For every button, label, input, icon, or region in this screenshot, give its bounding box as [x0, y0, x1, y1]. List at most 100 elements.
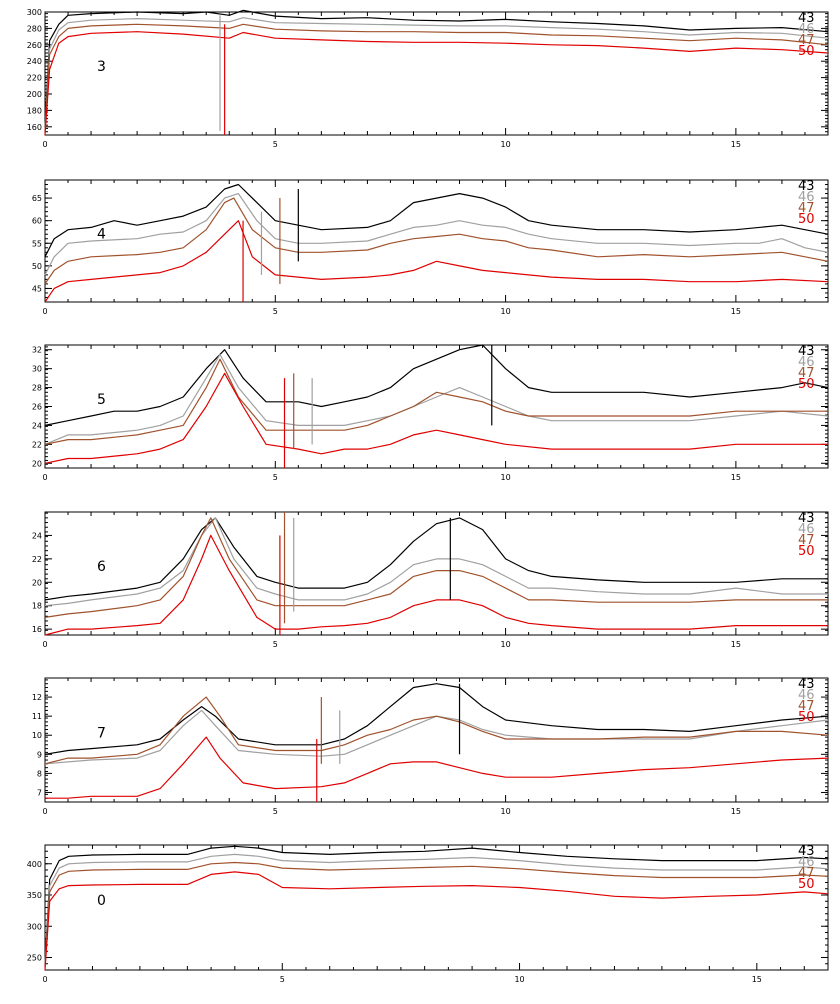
series-line-47	[44, 358, 828, 445]
y-tick-label: 30	[32, 365, 42, 374]
x-tick-label: 0	[42, 307, 47, 316]
series-line-50	[44, 534, 828, 636]
x-tick-label: 10	[500, 307, 510, 316]
series-line-46	[44, 17, 829, 131]
plot-frame	[44, 344, 829, 469]
series-line-47	[44, 23, 829, 131]
series-line-50	[44, 220, 829, 303]
panel-label: 5	[97, 392, 106, 408]
y-tick-label: 65	[32, 194, 42, 203]
legend-entry-47: 47	[798, 33, 815, 48]
series-line-50	[44, 372, 828, 464]
x-tick-label: 15	[731, 307, 741, 316]
x-tick-label: 15	[731, 473, 741, 482]
panel-label: 0	[97, 893, 106, 909]
x-tick-label: 10	[500, 640, 510, 649]
x-tick-label: 10	[514, 975, 524, 984]
series-line-43	[44, 183, 829, 258]
series-line-46	[44, 709, 829, 765]
y-tick-label: 350	[27, 891, 42, 900]
y-tick-label: 26	[32, 403, 42, 412]
x-tick-label: 0	[42, 807, 47, 816]
x-tick-label: 0	[42, 473, 47, 482]
y-tick-label: 50	[32, 262, 42, 271]
legend-entry-43: 43	[798, 677, 815, 692]
y-tick-label: 180	[27, 106, 42, 115]
y-tick-label: 55	[32, 239, 42, 248]
legend-entry-43: 43	[798, 844, 815, 859]
plot-frame	[44, 511, 829, 636]
legend-entry-50: 50	[798, 44, 815, 59]
y-tick-label: 400	[27, 860, 42, 869]
y-tick-label: 280	[27, 24, 42, 33]
series-line-43	[44, 517, 828, 601]
series-line-50	[45, 736, 829, 799]
legend-entry-47: 47	[798, 699, 815, 714]
series-line-46	[44, 853, 829, 966]
y-tick-label: 250	[27, 954, 42, 963]
plot-frame	[44, 844, 829, 971]
panel-label: 7	[97, 726, 106, 742]
y-tick-label: 9	[37, 750, 42, 759]
legend-entry-47: 47	[798, 201, 815, 216]
y-tick-label: 16	[32, 625, 42, 634]
series-line-43	[44, 344, 829, 426]
legend-entry-46: 46	[798, 855, 815, 870]
legend-entry-50: 50	[798, 877, 815, 892]
legend-entry-50: 50	[798, 544, 815, 559]
series-line-46	[44, 193, 829, 276]
y-tick-label: 12	[32, 693, 42, 702]
series-line-46	[44, 353, 829, 445]
legend-entry-47: 47	[798, 866, 815, 881]
y-tick-label: 200	[27, 90, 42, 99]
panel-label: 6	[97, 559, 106, 575]
y-tick-label: 32	[32, 346, 42, 355]
legend-entry-46: 46	[798, 688, 815, 703]
x-tick-label: 5	[280, 975, 285, 984]
legend-entry-47: 47	[798, 366, 815, 381]
x-tick-label: 15	[752, 975, 762, 984]
plot-frame	[44, 11, 829, 136]
x-tick-label: 0	[42, 640, 47, 649]
legend-entry-46: 46	[798, 22, 815, 37]
series-line-47	[44, 197, 829, 285]
legend-entry-46: 46	[798, 522, 815, 537]
x-tick-label: 10	[500, 473, 510, 482]
x-tick-label: 15	[731, 140, 741, 149]
y-tick-label: 24	[32, 531, 42, 540]
panel-label: 4	[97, 227, 106, 243]
x-tick-label: 15	[731, 807, 741, 816]
y-tick-label: 240	[27, 57, 42, 66]
x-tick-label: 0	[42, 975, 47, 984]
legend-entry-46: 46	[798, 355, 815, 370]
legend-entry-43: 43	[798, 511, 815, 526]
y-tick-label: 300	[27, 8, 42, 17]
legend-entry-50: 50	[798, 377, 815, 392]
y-tick-label: 300	[27, 922, 42, 931]
y-tick-label: 24	[32, 421, 42, 430]
series-line-43	[44, 845, 829, 964]
series-line-43	[44, 683, 829, 755]
series-line-50	[44, 871, 829, 971]
y-tick-label: 60	[32, 217, 42, 226]
x-tick-label: 5	[273, 307, 278, 316]
y-tick-label: 20	[32, 578, 42, 587]
series-line-46	[44, 517, 828, 607]
y-tick-label: 22	[32, 440, 42, 449]
x-tick-label: 10	[500, 140, 510, 149]
y-tick-label: 7	[37, 788, 42, 797]
y-tick-label: 18	[32, 602, 42, 611]
series-line-47	[44, 696, 829, 765]
y-tick-label: 260	[27, 41, 42, 50]
legend-entry-47: 47	[798, 533, 815, 548]
y-tick-label: 160	[27, 123, 42, 132]
x-tick-label: 5	[273, 640, 278, 649]
